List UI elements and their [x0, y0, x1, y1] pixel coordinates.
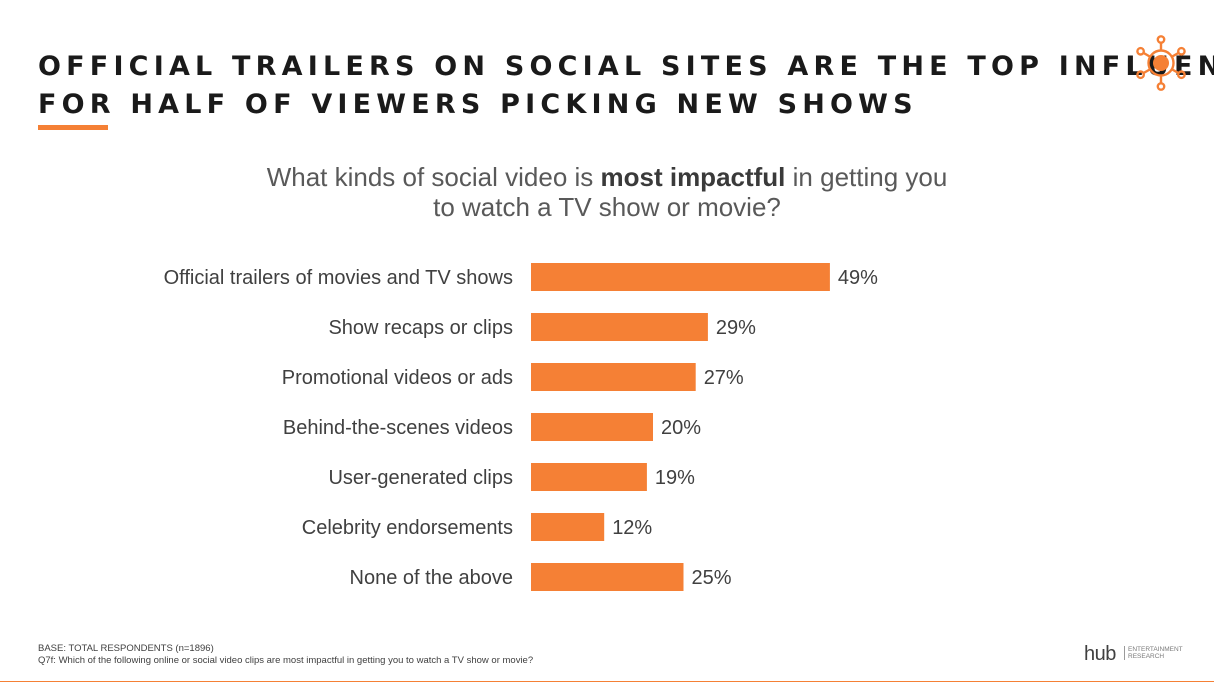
question-text-after: in getting you — [785, 162, 948, 192]
value-label-7: 25% — [692, 567, 732, 589]
logo-tagline: ENTERTAINMENT RESEARCH — [1124, 646, 1188, 660]
hub-logo: hub ENTERTAINMENT RESEARCH — [1084, 643, 1194, 665]
value-label-3: 27% — [704, 367, 744, 389]
bar-chart: Official trailers of movies and TV shows… — [164, 263, 878, 591]
value-label-2: 29% — [716, 317, 756, 339]
logo-tagline-line-1: ENTERTAINMENT — [1128, 646, 1183, 653]
value-label-6: 12% — [612, 517, 652, 539]
question-emphasis: most impactful — [600, 162, 786, 192]
title-line-2: FOR HALF OF VIEWERS PICKING NEW SHOWS — [38, 89, 918, 120]
base-note: BASE: TOTAL RESPONDENTS (n=1896) — [38, 643, 214, 654]
sun-burst-icon — [1136, 35, 1186, 91]
category-label-2: Show recaps or clips — [328, 317, 513, 339]
footnote: BASE: TOTAL RESPONDENTS (n=1896) Q7f: Wh… — [38, 643, 533, 667]
bar-4 — [531, 413, 653, 441]
page-title: OFFICIAL TRAILERS ON SOCIAL SITES ARE TH… — [38, 48, 1214, 124]
footer-rule — [0, 681, 1214, 682]
bar-3 — [531, 363, 696, 391]
value-label-1: 49% — [838, 267, 878, 289]
category-label-1: Official trailers of movies and TV shows — [164, 267, 513, 289]
category-label-6: Celebrity endorsements — [302, 517, 513, 539]
survey-question: What kinds of social video is most impac… — [207, 162, 1007, 222]
value-label-5: 19% — [655, 467, 695, 489]
bar-2 — [531, 313, 708, 341]
category-label-5: User-generated clips — [328, 467, 513, 489]
category-label-3: Promotional videos or ads — [282, 367, 513, 389]
bar-1 — [531, 263, 830, 291]
logo-wordmark: hub — [1084, 643, 1116, 665]
bar-6 — [531, 513, 605, 541]
bar-7 — [531, 563, 684, 591]
title-accent-bar — [38, 125, 108, 130]
question-line-2: to watch a TV show or movie? — [433, 192, 781, 222]
title-line-1: OFFICIAL TRAILERS ON SOCIAL SITES ARE TH… — [38, 51, 1214, 82]
category-label-7: None of the above — [350, 567, 513, 589]
logo-tagline-line-2: RESEARCH — [1128, 653, 1165, 660]
category-label-4: Behind-the-scenes videos — [283, 417, 513, 439]
question-note: Q7f: Which of the following online or so… — [38, 655, 534, 666]
bar-5 — [531, 463, 647, 491]
question-text-before: What kinds of social video is — [266, 162, 601, 192]
value-label-4: 20% — [661, 417, 701, 439]
